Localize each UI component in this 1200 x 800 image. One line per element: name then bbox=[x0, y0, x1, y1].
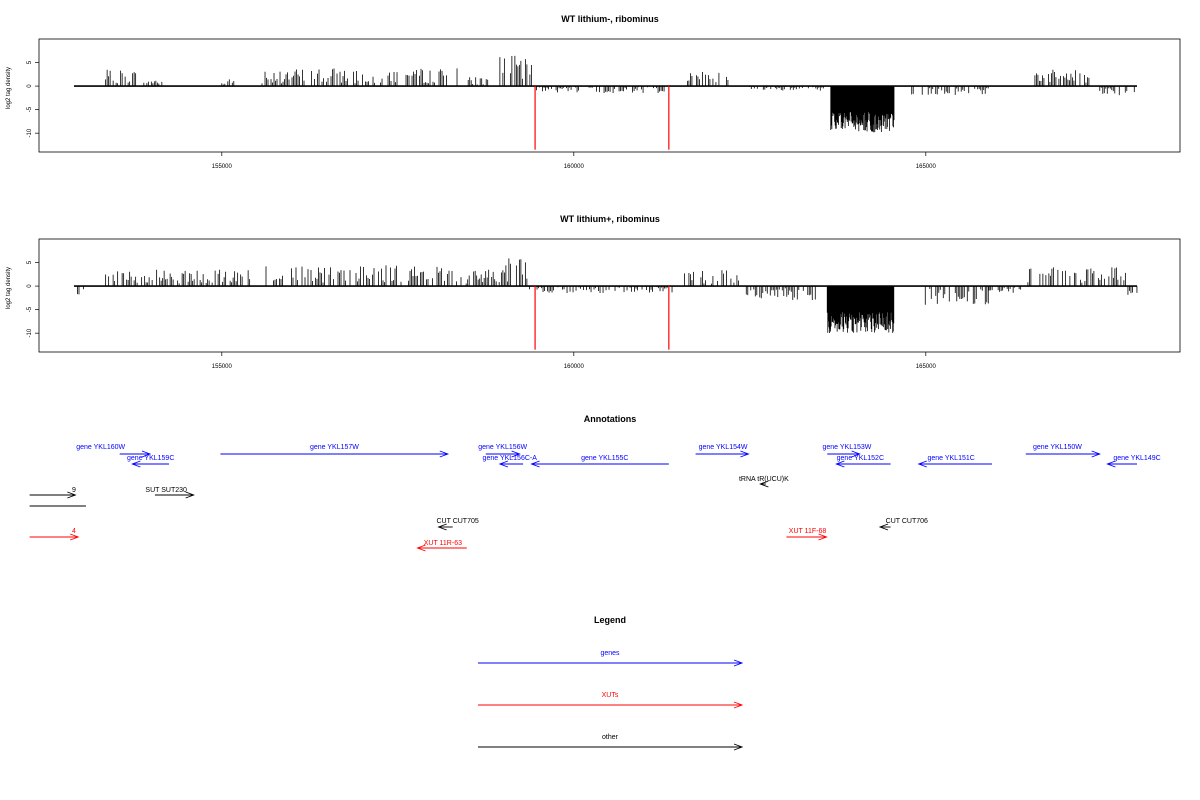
y-tick-label: 0 bbox=[27, 84, 33, 88]
y-tick-label: 5 bbox=[27, 260, 33, 264]
feature-label: XUT 11R-63 bbox=[424, 540, 462, 547]
feature-label: SUT SUT230 bbox=[145, 487, 187, 494]
feature-arrow-head bbox=[759, 480, 769, 488]
feature-label: gene YKL154W bbox=[699, 444, 748, 451]
feature-arrow-head bbox=[878, 523, 889, 531]
feature-label: XUT 11F-68 bbox=[789, 528, 827, 535]
feature-arrow-head bbox=[1091, 450, 1101, 458]
track-plot-lithium-minus: WT lithium-, ribominus log2 tag density … bbox=[6, 14, 1181, 170]
plot-frame bbox=[38, 38, 1181, 153]
x-tick-label: 160000 bbox=[564, 364, 585, 370]
feature-arrow-head bbox=[141, 450, 152, 458]
feature-label: gene YKL156W bbox=[478, 444, 527, 451]
x-tick-label: 155000 bbox=[212, 164, 233, 170]
feature-arrow-head bbox=[498, 460, 509, 468]
feature-label: gene YKL152C bbox=[837, 455, 884, 462]
feature-label: gene YKL149C bbox=[1113, 455, 1160, 462]
legend-label: genes bbox=[600, 650, 620, 657]
feature-arrow-head bbox=[511, 450, 521, 458]
feature-arrow-head bbox=[1106, 460, 1116, 468]
feature-arrow-head bbox=[818, 533, 828, 541]
feature-label: 4 bbox=[72, 528, 76, 535]
legend-arrow-head bbox=[733, 743, 744, 751]
x-tick-label: 165000 bbox=[916, 364, 937, 370]
feature-arrow-head bbox=[437, 523, 447, 531]
plot-frame bbox=[38, 238, 1181, 353]
track-plot-lithium-plus: WT lithium+, ribominus log2 tag density … bbox=[6, 214, 1181, 370]
y-tick-label: 5 bbox=[27, 60, 33, 64]
feature-arrow-head bbox=[416, 544, 426, 552]
y-tick-label: -5 bbox=[27, 106, 33, 112]
feature-label: gene YKL153W bbox=[822, 444, 871, 451]
feature-arrow-head bbox=[530, 460, 540, 468]
annotations-title: Annotations bbox=[584, 414, 637, 424]
feature-label: gene YKL151C bbox=[927, 455, 974, 462]
feature-label: tRNA tR(UCU)K bbox=[739, 476, 789, 483]
signal-bars bbox=[77, 258, 1138, 333]
y-tick-label: -5 bbox=[27, 306, 33, 312]
feature-label: gene YKL159C bbox=[127, 455, 174, 462]
y-tick-label: -10 bbox=[27, 328, 33, 337]
signal-bars bbox=[105, 55, 1135, 133]
x-tick-label: 155000 bbox=[212, 364, 233, 370]
feature-arrow-head bbox=[67, 491, 77, 499]
track-title: WT lithium+, ribominus bbox=[560, 214, 660, 224]
legend-title: Legend bbox=[594, 615, 626, 625]
x-tick-label: 165000 bbox=[916, 164, 937, 170]
legend: Legend genes XUTs other bbox=[478, 615, 744, 751]
feature-arrow-head bbox=[917, 460, 927, 468]
legend-label: other bbox=[602, 734, 619, 741]
feature-label: gene YKL155C bbox=[581, 455, 628, 462]
feature-label: gene YKL160W bbox=[76, 444, 125, 451]
x-tick-label: 160000 bbox=[564, 164, 585, 170]
feature-arrow-head bbox=[439, 450, 450, 458]
y-tick-label: 0 bbox=[27, 284, 33, 288]
feature-label: CUT CUT705 bbox=[436, 518, 478, 525]
feature-label: CUT CUT706 bbox=[886, 518, 928, 525]
y-axis-label: log2 tag density bbox=[6, 267, 12, 309]
feature-arrow-head bbox=[131, 460, 141, 468]
feature-label: gene YKL157W bbox=[310, 444, 359, 451]
feature-arrow-head bbox=[740, 450, 750, 458]
feature-label: 9 bbox=[72, 487, 76, 494]
track-title: WT lithium-, ribominus bbox=[561, 14, 659, 24]
y-tick-label: -10 bbox=[27, 128, 33, 137]
legend-arrow-head bbox=[733, 701, 744, 709]
feature-arrow-head bbox=[70, 533, 80, 541]
feature-arrow-head bbox=[185, 491, 195, 499]
feature-label: gene YKL150W bbox=[1033, 444, 1082, 451]
feature-label: gene YKL156C-A bbox=[483, 455, 538, 462]
legend-arrow-head bbox=[733, 659, 744, 667]
feature-arrow-head bbox=[851, 450, 861, 458]
y-axis-label: log2 tag density bbox=[6, 67, 12, 109]
legend-label: XUTs bbox=[602, 692, 619, 699]
feature-arrow-head bbox=[835, 460, 845, 468]
